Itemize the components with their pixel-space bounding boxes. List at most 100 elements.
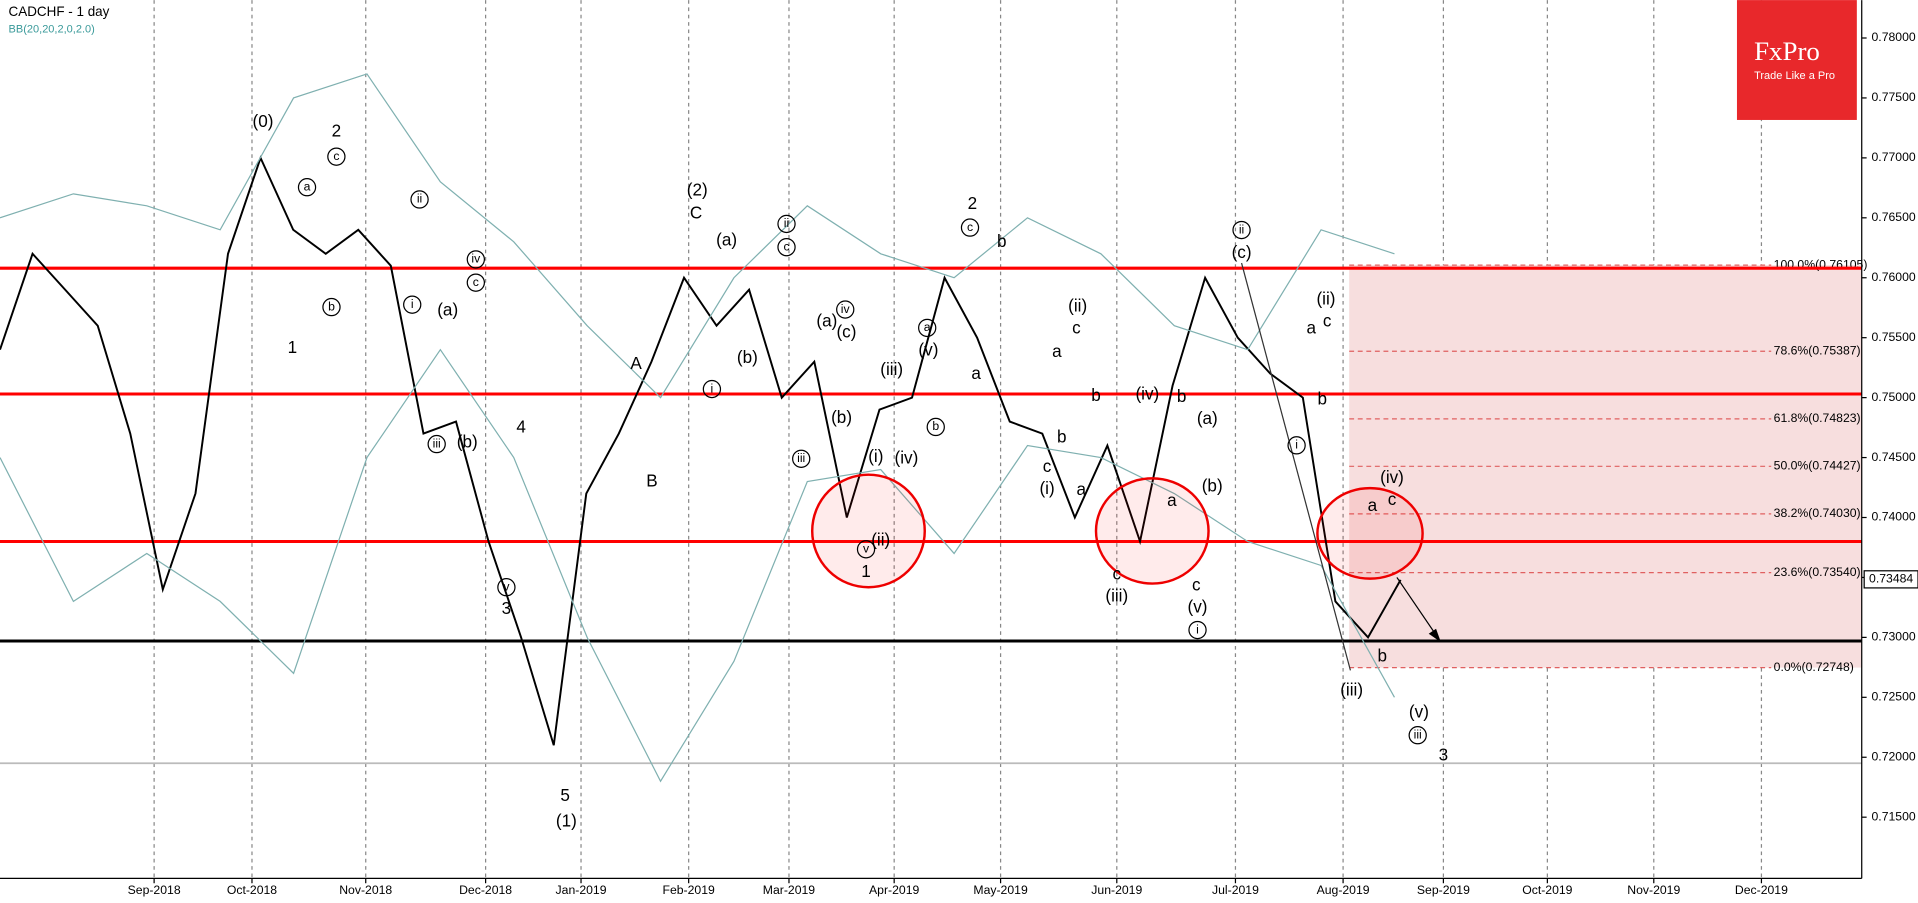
x-tick-label: Jul-2019 — [1212, 883, 1259, 897]
wave-label: c — [783, 239, 789, 253]
wave-circle — [702, 379, 722, 399]
wave-circle — [466, 273, 486, 292]
wave-label: a — [1077, 480, 1087, 499]
wave-label: (c) — [836, 322, 856, 341]
chart-title: CADCHF - 1 day — [9, 4, 110, 19]
wave-label: ii — [417, 192, 422, 206]
wave-label: v — [863, 542, 870, 556]
x-tick-label: Nov-2018 — [339, 883, 392, 897]
y-tick-label: 0.76000 — [1872, 270, 1916, 284]
wave-label: (a) — [816, 311, 837, 330]
wave-label: 1 — [861, 562, 871, 581]
wave-label: (ii) — [871, 530, 890, 549]
wave-label: v — [503, 579, 510, 593]
wave-label: iii — [433, 436, 441, 450]
wave-circle — [410, 190, 429, 209]
wave-circle — [327, 147, 346, 166]
wave-circle — [427, 434, 446, 454]
wave-label: c — [1072, 319, 1081, 338]
wave-circle — [297, 178, 317, 197]
wave-circle — [403, 295, 422, 314]
wave-label: a — [304, 179, 311, 193]
wave-label: (0) — [253, 112, 274, 131]
wave-label: i — [1295, 438, 1298, 452]
x-tick-label: Oct-2018 — [227, 883, 277, 897]
wave-label: (v) — [918, 341, 938, 360]
wave-label: A — [630, 354, 642, 373]
fib-label: 23.6%(0.73540) — [1774, 565, 1861, 579]
y-tick-label: 0.73000 — [1872, 630, 1916, 644]
wave-circle — [856, 540, 876, 559]
x-tick-label: Aug-2019 — [1317, 883, 1370, 897]
fib-zone — [1349, 265, 1862, 668]
fib-label: 0.0%(0.72748) — [1774, 660, 1854, 674]
x-tick-label: Dec-2019 — [1735, 883, 1788, 897]
x-tick-label: Dec-2018 — [459, 883, 512, 897]
wave-label: (iv) — [1135, 385, 1159, 404]
x-tick-label: Feb-2019 — [663, 883, 716, 897]
wave-label: (iv) — [895, 448, 919, 467]
wave-label: C — [690, 204, 702, 223]
wave-label: iv — [471, 252, 481, 266]
logo-tagline: Trade Like a Pro — [1754, 70, 1835, 82]
wave-label: c — [1388, 490, 1397, 509]
wave-label: c — [967, 220, 973, 234]
wave-label: c — [1192, 576, 1201, 595]
wave-circle — [466, 250, 486, 269]
wave-circle — [1287, 436, 1306, 455]
plot: 100.0%(0.76105)78.6%(0.75387)61.8%(0.748… — [0, 0, 1867, 879]
wave-label: b — [1177, 387, 1187, 406]
x-tick-label: Nov-2019 — [1627, 883, 1680, 897]
fib-label: 78.6%(0.75387) — [1774, 343, 1861, 357]
wave-label: c — [1043, 457, 1052, 476]
x-tick-label: Jun-2019 — [1091, 883, 1142, 897]
wave-label: (iii) — [1340, 681, 1363, 700]
wave-label: b — [997, 232, 1007, 251]
fib-label: 38.2%(0.74030) — [1774, 506, 1861, 520]
wave-label: (i) — [1039, 479, 1054, 498]
wave-circle — [836, 300, 855, 319]
wave-label: (ii) — [1316, 289, 1335, 308]
wave-label: iii — [1414, 727, 1422, 741]
wave-label: (c) — [1232, 243, 1252, 262]
wave-label: a — [1052, 342, 1062, 361]
wave-label: (b) — [1202, 476, 1223, 495]
wave-label: i — [1196, 622, 1199, 636]
wave-label: b — [932, 419, 939, 433]
wave-label: b — [1318, 390, 1328, 409]
wave-circle — [918, 318, 937, 338]
bollinger-band — [0, 73, 1395, 399]
wave-label: (b) — [457, 432, 478, 451]
wave-label: ii — [1239, 222, 1244, 236]
wave-label: c — [1323, 311, 1332, 330]
wave-label: b — [1057, 428, 1067, 447]
y-tick-label: 0.74000 — [1872, 510, 1916, 524]
wave-label: b — [1377, 646, 1387, 665]
wave-label: 4 — [516, 418, 526, 437]
y-tick-label: 0.72500 — [1872, 690, 1916, 704]
wave-label: iv — [841, 302, 851, 316]
wave-label: a — [1368, 496, 1378, 515]
wave-label: (v) — [1188, 598, 1208, 617]
logo-brand: FxPro — [1754, 36, 1820, 66]
wave-label: (b) — [831, 408, 852, 427]
wave-label: (a) — [716, 231, 737, 250]
highlight-circle — [1316, 486, 1424, 580]
bollinger-band — [0, 348, 1395, 783]
wave-label: (i) — [868, 447, 883, 466]
wave-circle — [322, 297, 341, 317]
x-tick-label: Apr-2019 — [869, 883, 919, 897]
wave-label: 3 — [502, 599, 512, 618]
y-tick-label: 0.77500 — [1872, 90, 1916, 104]
wave-circle — [497, 578, 516, 597]
wave-label: c — [1113, 565, 1122, 584]
x-tick-label: Jan-2019 — [556, 883, 607, 897]
wave-label: b — [328, 299, 335, 313]
indicator-label: BB(20,20,2,0,2.0) — [9, 23, 95, 35]
wave-label: (a) — [1197, 409, 1218, 428]
wave-label: iii — [797, 451, 805, 465]
x-tick-label: Oct-2019 — [1522, 883, 1572, 897]
wave-circle — [792, 449, 811, 468]
wave-label: (2) — [687, 180, 708, 199]
